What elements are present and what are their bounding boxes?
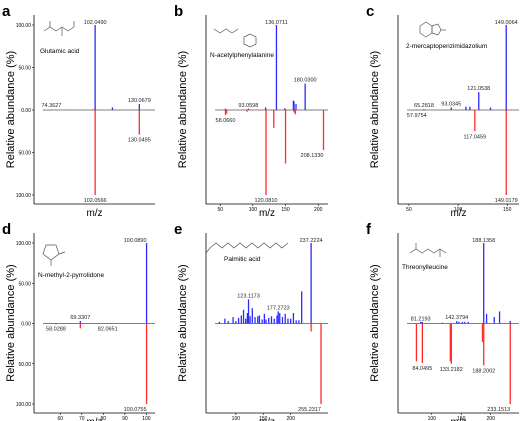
peak-label: 117.0459 [464, 134, 487, 140]
molecule-structure-icon [43, 21, 75, 36]
x-tick-label: 100 [454, 207, 463, 213]
molecule-structure-icon [409, 243, 447, 257]
peak-label: 58.0288 [46, 327, 66, 333]
peak-label: 177.2723 [267, 305, 290, 311]
peak-label: 102.0490 [84, 20, 107, 26]
peak-label: 93.0345 [441, 101, 461, 107]
peak-label: 136.0711 [265, 20, 288, 26]
peak-label: 120.0810 [255, 198, 278, 204]
compound-name: N-methyl-2-pyrrolidone [38, 272, 104, 279]
molecule-structure-icon [205, 242, 289, 254]
y-axis-label: Relative abundance (%) [369, 51, 381, 168]
x-tick-label: 50 [217, 207, 223, 213]
x-tick-label: 150 [259, 416, 268, 421]
peak-label: 81.2193 [411, 317, 431, 323]
molecule-structure-icon [419, 21, 446, 38]
x-tick-label: 200 [287, 416, 296, 421]
y-tick-label: 100.00 [16, 402, 32, 408]
y-tick-label: 0.00 [21, 322, 31, 328]
x-tick-label: 90 [122, 416, 128, 421]
x-tick-label: 200 [487, 416, 496, 421]
peak-label: 69.3307 [70, 315, 90, 321]
peak-label: 57.9754 [407, 113, 427, 119]
peak-label: 84.0495 [412, 366, 432, 372]
panel-e: e Relative abundance (%) m/z 100 150 200 237.2… [174, 221, 328, 421]
peak-label: 100.0755 [124, 407, 147, 413]
compound-name: Threonylleucine [402, 264, 448, 271]
x-axis-label: m/z [259, 417, 275, 421]
y-tick-label: 50.00 [18, 151, 31, 157]
peak-label: 74.3627 [42, 103, 62, 109]
peak-label: 93.0598 [238, 103, 258, 109]
x-tick-label: 100 [232, 416, 241, 421]
x-tick-label: 200 [314, 207, 323, 213]
peak-label: 149.0064 [495, 20, 518, 26]
peak-label: 180.0300 [294, 78, 317, 84]
x-axis-label: m/z [86, 208, 102, 219]
molecule-structure-icon [213, 28, 257, 48]
x-axis-label: m/z [450, 208, 466, 219]
x-axis-label: m/z [86, 417, 102, 421]
panel-letter: d [2, 221, 11, 238]
y-tick-label: 100.00 [16, 23, 32, 29]
peak-label: 255.2317 [298, 407, 321, 413]
peak-label: 237.2224 [300, 238, 323, 244]
panel-letter: f [366, 221, 372, 238]
panel-letter: c [366, 3, 374, 20]
x-tick-label: 100 [142, 416, 151, 421]
x-tick-label: 150 [503, 207, 512, 213]
peak-label: 82.0651 [98, 327, 118, 333]
y-tick-label: 50.00 [18, 281, 31, 287]
y-axis-label: Relative abundance (%) [5, 264, 17, 381]
y-axis-label: Relative abundance (%) [177, 51, 189, 168]
panel-letter: e [174, 221, 182, 238]
x-tick-label: 50 [406, 207, 412, 213]
peak-label: 149.0179 [495, 198, 518, 204]
x-tick-label: 60 [57, 416, 63, 421]
peak-label: 58.0660 [216, 118, 236, 124]
peak-label: 121.0538 [467, 86, 490, 92]
y-axis-label: Relative abundance (%) [177, 264, 189, 381]
panel-c: c Relative abundance (%) m/z 50 100 150 149.00… [366, 3, 519, 219]
peak-label: 100.0890 [124, 238, 147, 244]
panel-a: a Relative abundance (%) m/z 100.00 50.00 0.0… [2, 3, 155, 219]
y-tick-label: 0.00 [21, 108, 31, 114]
compound-name: Glutamic acid [40, 48, 80, 55]
x-tick-label: 100 [428, 416, 437, 421]
x-tick-label: 80 [101, 416, 107, 421]
y-axis-label: Relative abundance (%) [369, 264, 381, 381]
peak-label: 208.1330 [301, 153, 324, 159]
peak-label: 102.0566 [84, 198, 107, 204]
x-axis-label: m/z [450, 417, 466, 421]
peak-label: 188.2002 [472, 368, 495, 374]
peak-label: 188.1358 [472, 238, 495, 244]
molecule-structure-icon [42, 244, 66, 266]
panel-f: f Relative abundance (%) m/z 100 150 200 188.1… [366, 221, 519, 421]
peak-label: 133.2182 [440, 367, 463, 373]
peak-label: 65.2818 [414, 103, 434, 109]
peak-label: 130.0679 [128, 98, 151, 104]
y-tick-label: 50.00 [18, 362, 31, 368]
compound-name: 2-mercaptopenzimidazolium [406, 43, 487, 50]
y-tick-label: 50.00 [18, 66, 31, 72]
peak-label: 142.3794 [445, 315, 468, 321]
compound-name: N-acetylphenylalanine [210, 52, 274, 59]
panel-letter: a [2, 3, 11, 20]
panel-b: b Relative abundance (%) m/z 50 100 150 200 136… [174, 3, 328, 219]
x-tick-label: 100 [249, 207, 258, 213]
x-tick-label: 150 [457, 416, 466, 421]
panel-letter: b [174, 3, 183, 20]
peak-label: 233.1513 [487, 407, 510, 413]
y-tick-label: 100.00 [16, 193, 32, 199]
x-axis-label: m/z [259, 208, 275, 219]
y-axis-label: Relative abundance (%) [5, 51, 17, 168]
compound-name: Palmitic acid [224, 256, 261, 263]
peak-label: 130.0495 [128, 138, 151, 144]
x-tick-label: 150 [281, 207, 290, 213]
y-tick-label: 100.00 [16, 241, 32, 247]
panel-d: d Relative abundance (%) m/z 100.00 50.00 0.0… [2, 221, 155, 421]
peak-label: 123.1173 [237, 293, 260, 299]
x-tick-label: 70 [79, 416, 85, 421]
